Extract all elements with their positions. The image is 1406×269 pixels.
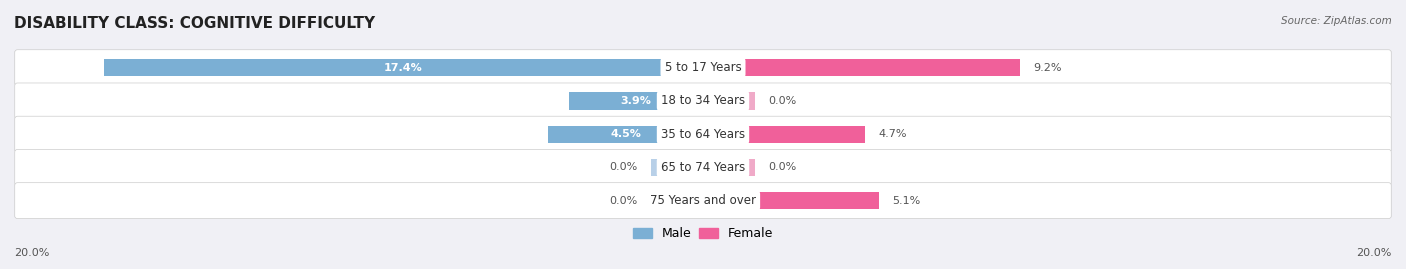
Bar [14,51,1392,84]
Bar [14,84,1392,118]
Text: 35 to 64 Years: 35 to 64 Years [661,128,745,141]
Text: 5.1%: 5.1% [893,196,921,206]
Text: 5 to 17 Years: 5 to 17 Years [665,61,741,74]
Text: Source: ZipAtlas.com: Source: ZipAtlas.com [1281,16,1392,26]
Bar [651,192,703,209]
Text: 4.5%: 4.5% [610,129,641,139]
Text: 75 Years and over: 75 Years and over [650,194,756,207]
Bar [104,59,703,76]
Text: DISABILITY CLASS: COGNITIVE DIFFICULTY: DISABILITY CLASS: COGNITIVE DIFFICULTY [14,16,375,31]
Bar [568,92,703,109]
Bar [703,59,1019,76]
Bar [14,184,1392,217]
Legend: Male, Female: Male, Female [628,222,778,245]
Text: 0.0%: 0.0% [609,162,637,172]
Text: 0.0%: 0.0% [769,162,797,172]
FancyBboxPatch shape [14,150,1392,185]
Bar [703,92,755,109]
Bar [703,192,879,209]
Bar [14,118,1392,151]
Bar [703,159,755,176]
Bar [14,151,1392,184]
Text: 17.4%: 17.4% [384,63,423,73]
FancyBboxPatch shape [14,50,1392,86]
Text: 65 to 74 Years: 65 to 74 Years [661,161,745,174]
Text: 20.0%: 20.0% [1357,248,1392,258]
FancyBboxPatch shape [14,183,1392,219]
Text: 4.7%: 4.7% [879,129,907,139]
Bar [548,126,703,143]
Bar [703,126,865,143]
FancyBboxPatch shape [14,116,1392,152]
Text: 0.0%: 0.0% [609,196,637,206]
FancyBboxPatch shape [14,83,1392,119]
Text: 0.0%: 0.0% [769,96,797,106]
Text: 18 to 34 Years: 18 to 34 Years [661,94,745,107]
Text: 20.0%: 20.0% [14,248,49,258]
Text: 3.9%: 3.9% [620,96,651,106]
Text: 9.2%: 9.2% [1033,63,1062,73]
Bar [651,159,703,176]
